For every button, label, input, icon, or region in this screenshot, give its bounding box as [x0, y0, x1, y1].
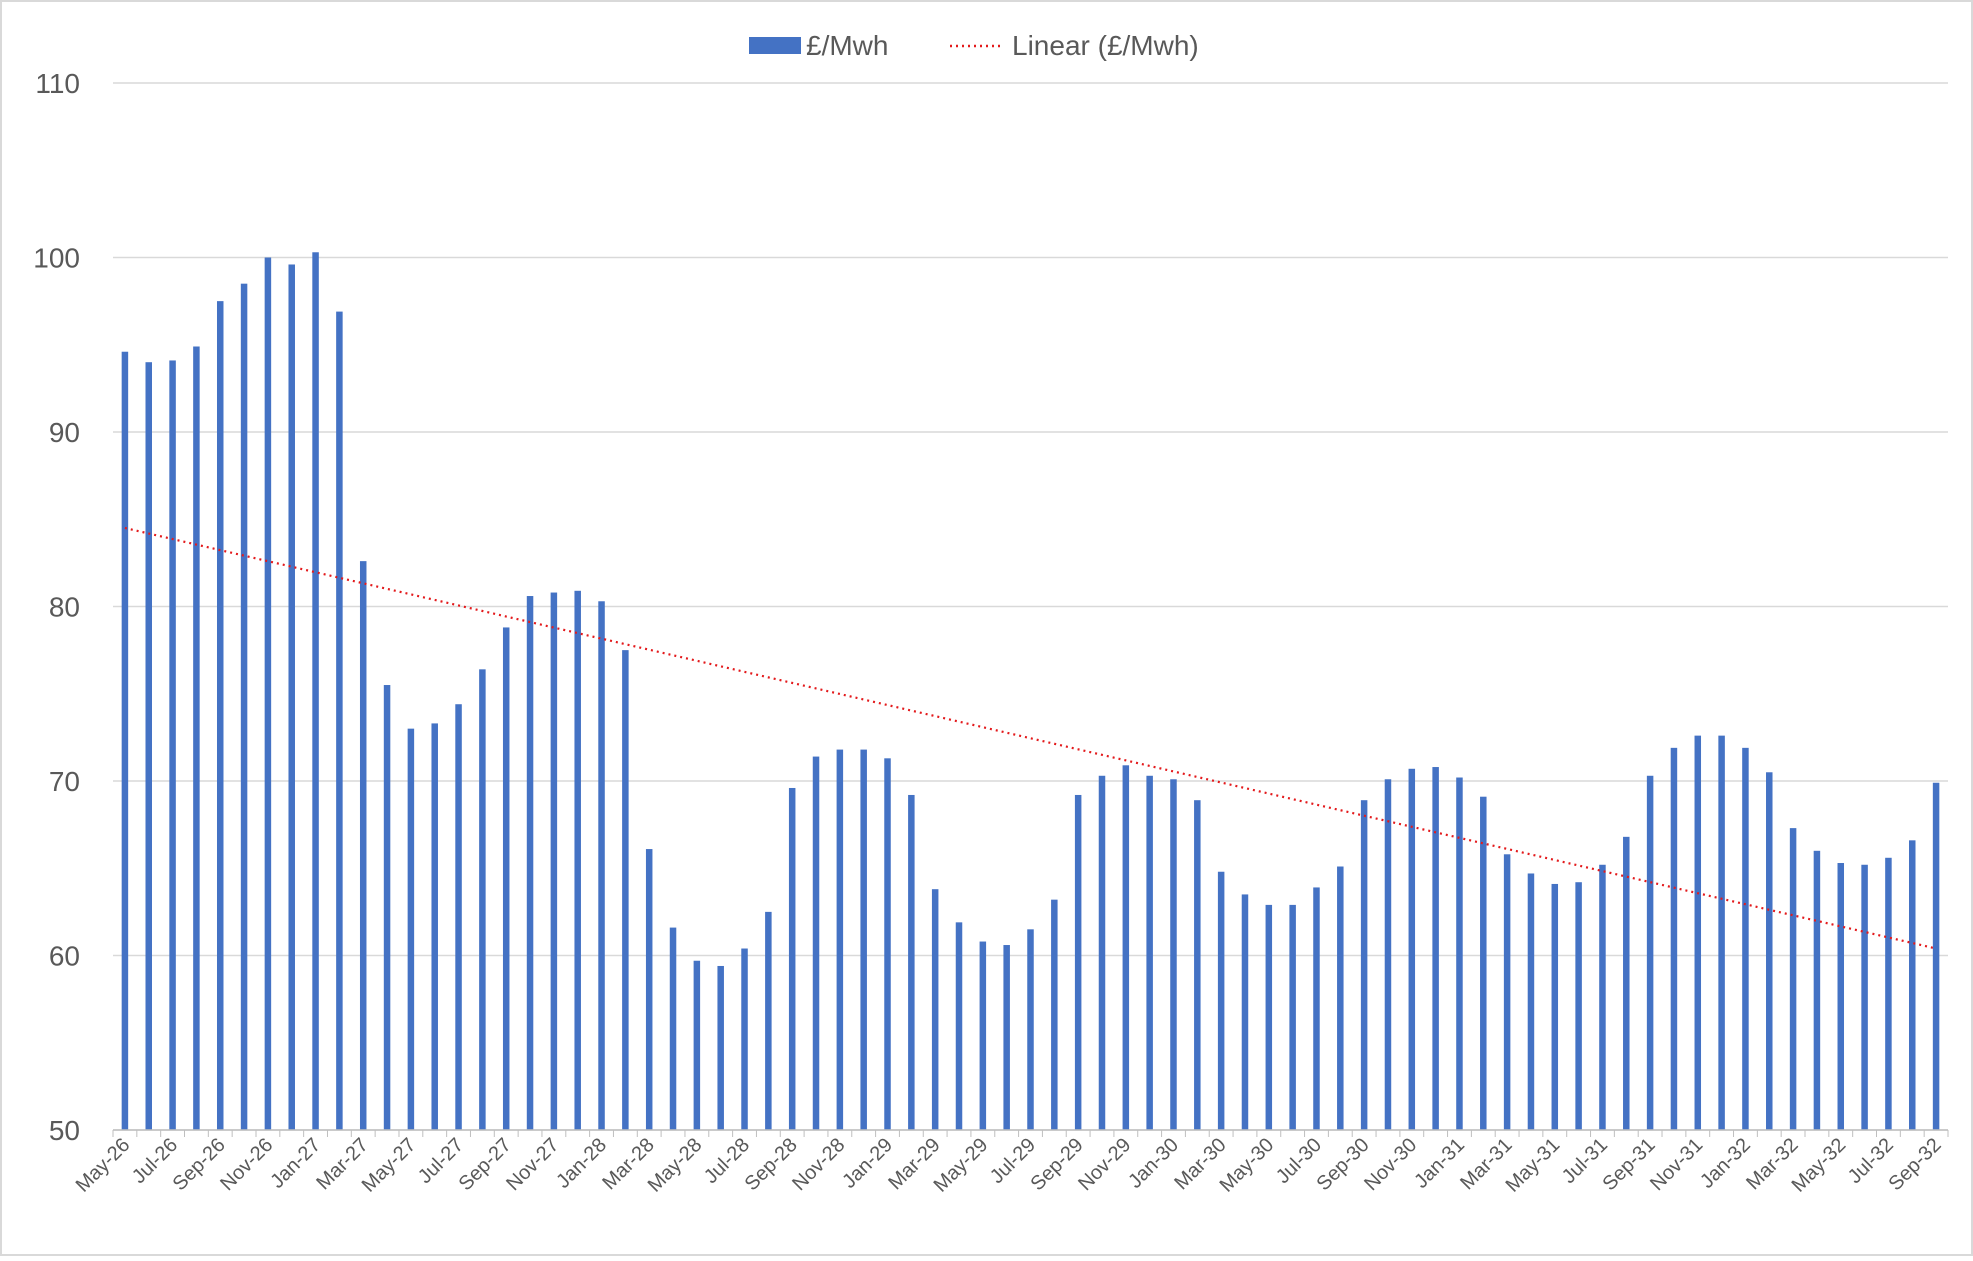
- legend-bar-swatch: [749, 37, 801, 54]
- bar: [860, 749, 867, 1130]
- bar: [693, 960, 701, 1130]
- bar: [407, 728, 415, 1130]
- bar: [1670, 747, 1678, 1130]
- bar: [1575, 882, 1582, 1130]
- bar: [1313, 887, 1320, 1130]
- bar: [1623, 836, 1630, 1130]
- bar: [145, 362, 152, 1130]
- bar: [1146, 775, 1153, 1130]
- bar: [1360, 800, 1368, 1130]
- bar: [622, 650, 629, 1130]
- bar: [169, 360, 176, 1131]
- bar: [1265, 904, 1273, 1130]
- bar: [1813, 850, 1821, 1130]
- bar: [1885, 857, 1892, 1130]
- bar: [1599, 864, 1606, 1130]
- y-axis: 50 60 70 80 90 100 110: [33, 68, 80, 1146]
- bar: [1337, 866, 1344, 1130]
- bar: [240, 283, 248, 1130]
- bar: [1527, 873, 1535, 1130]
- bar: [502, 627, 510, 1130]
- y-tick-label: 90: [49, 417, 80, 448]
- bar: [717, 965, 724, 1130]
- bar: [1241, 894, 1249, 1130]
- bar: [526, 596, 534, 1130]
- bar: [1766, 772, 1773, 1130]
- bar: [288, 264, 295, 1131]
- bar: [1432, 767, 1439, 1130]
- bar: [765, 911, 772, 1130]
- bar: [884, 758, 891, 1130]
- bar: [1480, 796, 1487, 1130]
- bar: [598, 601, 605, 1130]
- bar: [1694, 735, 1702, 1130]
- bar: [359, 561, 367, 1130]
- bar: [812, 756, 820, 1130]
- y-tick-label: 60: [49, 941, 80, 972]
- bar: [1170, 779, 1177, 1130]
- bar: [1837, 863, 1845, 1130]
- bar: [1098, 775, 1106, 1130]
- y-tick-label: 100: [33, 243, 80, 274]
- bar: [1289, 904, 1296, 1130]
- bar: [1027, 929, 1034, 1130]
- trendline-linear: [124, 526, 1937, 950]
- bar: [669, 927, 677, 1130]
- bar: [550, 592, 558, 1130]
- bar: [264, 257, 272, 1130]
- bar: [1861, 864, 1868, 1130]
- bar: [336, 311, 343, 1131]
- bar: [574, 590, 581, 1130]
- bar: [1074, 794, 1082, 1130]
- bar: [121, 351, 129, 1131]
- bar: [1789, 828, 1797, 1130]
- bar: [1551, 883, 1559, 1130]
- bar: [931, 889, 939, 1130]
- y-tick-label: 50: [49, 1115, 80, 1146]
- bar: [1456, 777, 1463, 1130]
- y-tick-label: 80: [49, 592, 80, 623]
- y-tick-label: 110: [35, 68, 80, 99]
- bar: [1408, 768, 1416, 1130]
- bar: [383, 685, 391, 1130]
- legend-label-trend: Linear (£/Mwh): [1012, 30, 1199, 61]
- bar: [1742, 747, 1749, 1130]
- bar: [193, 346, 200, 1130]
- bar: [955, 922, 963, 1130]
- bar: [455, 704, 462, 1130]
- legend: £/Mwh Linear (£/Mwh): [749, 30, 1199, 61]
- bar: [1646, 775, 1654, 1130]
- bar: [1122, 765, 1130, 1130]
- bar: [741, 948, 748, 1130]
- bar: [979, 941, 987, 1130]
- bar: [479, 669, 486, 1130]
- bar: [645, 849, 653, 1130]
- bar: [788, 787, 796, 1130]
- bar: [1932, 782, 1940, 1130]
- bar: [908, 794, 915, 1130]
- bar: [1051, 899, 1058, 1130]
- bar: [1217, 871, 1225, 1130]
- bar: [431, 723, 438, 1130]
- bar: [216, 301, 224, 1130]
- bar: [836, 749, 844, 1130]
- bar: [312, 252, 319, 1130]
- legend-label-bars: £/Mwh: [806, 30, 888, 61]
- bar: [1909, 840, 1916, 1130]
- trendline: [124, 526, 1937, 950]
- bar: [1718, 735, 1725, 1130]
- bar: [1503, 854, 1511, 1130]
- y-tick-label: 70: [49, 766, 80, 797]
- bar: [1194, 800, 1201, 1130]
- bar: [1003, 945, 1010, 1130]
- bar-series: [121, 252, 1940, 1131]
- bar: [1384, 779, 1392, 1130]
